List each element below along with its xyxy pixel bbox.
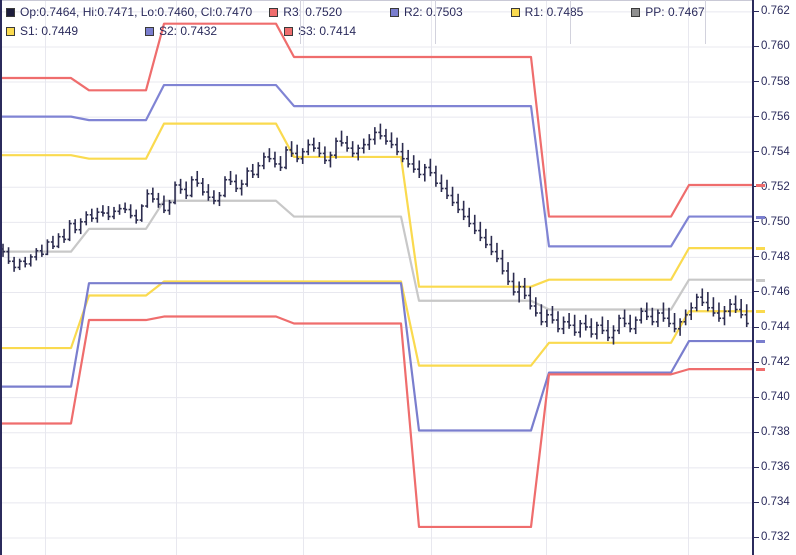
tick-dash-icon: [754, 10, 759, 12]
tick-dash-icon: [754, 431, 759, 433]
pivot-line-s2: [0, 282, 752, 432]
price-axis-label: 0.740: [761, 391, 790, 404]
tick-dash-icon: [754, 466, 759, 468]
tick-dash-icon: [754, 221, 759, 223]
r2-marker: [756, 215, 765, 219]
pivot-line-r1: [0, 122, 752, 288]
legend-separator-1: [300, 0, 301, 44]
price-axis-tick: 0.750: [754, 215, 790, 229]
pivot-line-r2: [0, 83, 752, 248]
price-axis-label: 0.750: [761, 215, 790, 228]
price-axis-label: 0.734: [761, 496, 790, 509]
price-axis-tick: 0.740: [754, 390, 790, 404]
pivot-line-s1: [0, 280, 752, 367]
price-axis-label: 0.744: [761, 321, 790, 334]
price-axis-tick: 0.748: [754, 250, 790, 264]
chart-plot-area[interactable]: [0, 0, 752, 555]
price-axis-label: 0.756: [761, 110, 790, 123]
price-axis-tick: 0.762: [754, 4, 790, 18]
tick-dash-icon: [754, 151, 759, 153]
plot-top-border: [0, 0, 752, 1]
tick-dash-icon: [754, 256, 759, 258]
pp-marker: [756, 278, 765, 282]
pivot-path-s2: [0, 282, 752, 432]
price-axis-label: 0.742: [761, 356, 790, 369]
gridlines-vertical: [45, 0, 689, 555]
tick-dash-icon: [754, 361, 759, 363]
price-axis-label: 0.758: [761, 75, 790, 88]
price-axis-label: 0.754: [761, 145, 790, 158]
price-axis[interactable]: 0.762 0.760 0.758 0.756 0.754 0.752 0.750 0.748…: [752, 0, 796, 555]
tick-dash-icon: [754, 81, 759, 83]
gridlines-horizontal: [0, 11, 752, 539]
price-axis-label: 0.732: [761, 531, 790, 544]
price-axis-tick: 0.754: [754, 145, 790, 159]
tick-dash-icon: [754, 291, 759, 293]
pivot-path-r2: [0, 83, 752, 248]
price-axis-label: 0.746: [761, 285, 790, 298]
tick-dash-icon: [754, 116, 759, 118]
s2-marker: [756, 340, 765, 344]
plot-left-border: [0, 0, 2, 555]
tick-dash-icon: [754, 536, 759, 538]
price-axis-tick: 0.742: [754, 355, 790, 369]
s1-marker: [756, 310, 765, 314]
chart-canvas: [0, 0, 752, 555]
price-axis-tick: 0.738: [754, 425, 790, 439]
legend-separator-3: [570, 0, 571, 44]
legend-separator-2: [435, 0, 436, 44]
tick-dash-icon: [754, 396, 759, 398]
pivot-path-pp: [0, 199, 752, 311]
r1-marker: [756, 247, 765, 251]
s3-marker: [756, 368, 765, 372]
price-axis-tick: 0.758: [754, 75, 790, 89]
price-axis-tick: 0.736: [754, 460, 790, 474]
price-axis-label: 0.736: [761, 461, 790, 474]
price-axis-tick: 0.732: [754, 530, 790, 544]
price-axis-label: 0.752: [761, 180, 790, 193]
price-axis-label: 0.760: [761, 40, 790, 53]
price-axis-label: 0.748: [761, 250, 790, 263]
pivot-path-r1: [0, 122, 752, 288]
price-axis-label: 0.762: [761, 5, 790, 18]
r3-marker: [756, 184, 765, 187]
tick-dash-icon: [754, 501, 759, 503]
pivot-line-r3: [0, 22, 752, 218]
price-axis-tick: 0.760: [754, 39, 790, 53]
tick-dash-icon: [754, 326, 759, 328]
tick-dash-icon: [754, 45, 759, 47]
pivot-line-pp: [0, 199, 752, 311]
price-axis-tick: 0.734: [754, 495, 790, 509]
price-axis-label: 0.738: [761, 426, 790, 439]
price-axis-tick: 0.744: [754, 320, 790, 334]
pivot-path-r3: [0, 22, 752, 218]
price-bars[interactable]: [0, 123, 749, 345]
pivot-path-s1: [0, 280, 752, 367]
pivot-path-s3: [0, 315, 752, 529]
pivot-line-s3: [0, 315, 752, 529]
price-axis-tick: 0.756: [754, 110, 790, 124]
legend-separator-4: [705, 0, 706, 44]
price-axis-tick: 0.746: [754, 285, 790, 299]
